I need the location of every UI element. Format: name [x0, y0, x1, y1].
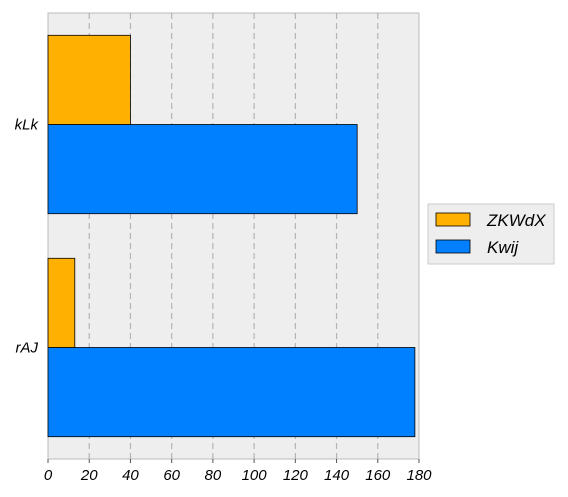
- legend-swatch-zkwdx: [435, 212, 471, 227]
- x-tick-label: 140: [324, 467, 350, 484]
- y-category-label: rAJ: [16, 340, 39, 357]
- x-tick-label: 180: [406, 467, 432, 484]
- bar-kwij-raj: [47, 347, 416, 438]
- bar-zkwdx-klk: [47, 34, 131, 125]
- x-tick-label: 120: [283, 467, 309, 484]
- y-category-label: kLk: [15, 117, 40, 134]
- y-axis-categories: rAJ kLk: [15, 117, 40, 357]
- x-tick-label: 60: [163, 467, 180, 484]
- x-tick-label: 20: [80, 467, 98, 484]
- bar-zkwdx-raj: [47, 257, 76, 348]
- legend-label-zkwdx: ZKWdX: [486, 211, 546, 230]
- x-tick-label: 0: [44, 467, 53, 484]
- x-tick-label: 100: [242, 467, 268, 484]
- x-tick-label: 40: [122, 467, 139, 484]
- legend-swatch-kwij: [435, 239, 471, 254]
- bars: [47, 34, 416, 438]
- legend-label-kwij: Kwij: [487, 238, 519, 257]
- x-tick-label: 80: [205, 467, 222, 484]
- x-axis-ticks: 0 20 40 60 80 100 120 140 160 180: [44, 459, 432, 484]
- bar-kwij-klk: [47, 124, 358, 215]
- x-tick-label: 160: [365, 467, 391, 484]
- legend: ZKWdX Kwij: [427, 203, 555, 265]
